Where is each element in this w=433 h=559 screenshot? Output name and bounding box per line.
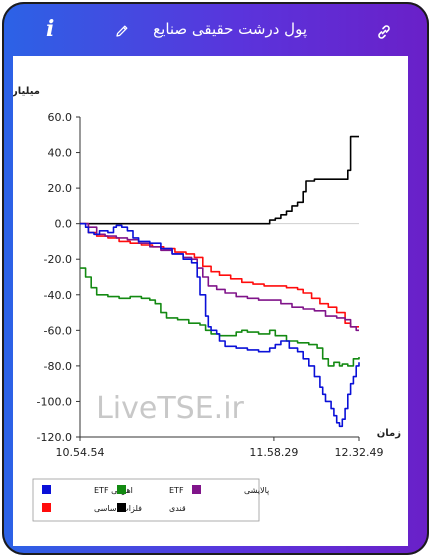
pencil-icon[interactable] <box>115 24 129 38</box>
y-tick-label: -40.0 <box>44 289 72 302</box>
y-tick-label: -120.0 <box>37 431 72 444</box>
x-tick-label: 10.54.54 <box>56 446 105 459</box>
axes: 60.0 40.0 20.0 0.0 -20.0 -40.0 -60.0 -80.0 -100.… <box>37 111 384 459</box>
y-axis-label: میلیارد تومان <box>13 86 40 97</box>
series-line <box>80 222 359 332</box>
y-tick-label: -100.0 <box>37 395 72 408</box>
x-tick-label: 12.32.49 <box>335 446 384 459</box>
legend-swatch <box>117 485 126 494</box>
x-axis-label: زمان <box>377 428 401 439</box>
series-line <box>80 267 360 367</box>
series-line <box>80 135 359 225</box>
legend-swatch <box>42 503 51 512</box>
legend-label: قندی <box>169 504 186 513</box>
legend-swatch <box>117 503 126 512</box>
legend-swatch <box>42 485 51 494</box>
info-icon[interactable]: i <box>46 16 55 42</box>
legend-box <box>32 478 260 522</box>
legend-label: ETF <box>169 486 184 495</box>
y-tick-label: -80.0 <box>44 360 72 373</box>
series-line <box>80 222 360 428</box>
series-line <box>80 222 359 328</box>
y-tick-label: -60.0 <box>44 324 72 337</box>
series-lines <box>80 135 360 428</box>
legend-label: اهرمی ETF <box>94 486 133 495</box>
legend-label: پالایشی <box>244 486 269 495</box>
y-tick-label: 60.0 <box>48 111 73 124</box>
legend-swatch <box>192 485 201 494</box>
chart-panel: میلیارد تومان زمان LiveTSE.ir 60.0 40.0 20… <box>0 56 408 546</box>
y-tick-label: 40.0 <box>48 147 73 160</box>
y-tick-label: 0.0 <box>55 218 73 231</box>
chart: میلیارد تومان زمان LiveTSE.ir 60.0 40.0 20… <box>0 86 401 522</box>
header: i پول درشت حقیقی صنایع <box>2 2 429 56</box>
link-icon[interactable] <box>376 24 392 40</box>
y-tick-label: -20.0 <box>44 253 72 266</box>
watermark: LiveTSE.ir <box>96 391 244 426</box>
page-title: پول درشت حقیقی صنایع <box>153 20 307 38</box>
y-tick-label: 20.0 <box>48 182 73 195</box>
x-tick-label: 11.58.29 <box>249 446 298 459</box>
